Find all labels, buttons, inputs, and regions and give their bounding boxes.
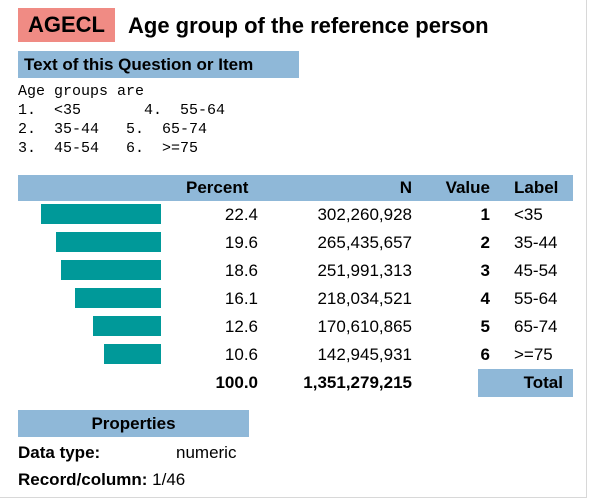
percent-cell: 16.1	[224, 289, 258, 308]
question-text-line: 3. 45-54 6. >=75	[18, 140, 199, 157]
percent-bar	[61, 260, 161, 280]
record-column-value: 1/46	[152, 470, 186, 489]
n-cell: 218,034,521	[317, 289, 412, 308]
properties-header: Properties	[18, 410, 249, 437]
label-cell: >=75	[514, 345, 553, 364]
record-column-label: Record/column:	[18, 470, 148, 489]
total-n: 1,351,279,215	[303, 373, 412, 392]
table-row: 12.6 170,610,865 5 65-74	[18, 313, 573, 341]
n-cell: 170,610,865	[317, 317, 412, 336]
percent-bar	[41, 204, 161, 224]
percent-cell: 22.4	[224, 205, 258, 224]
percent-bar	[75, 288, 161, 308]
label-column-header: Label	[514, 178, 559, 197]
value-cell: 6	[480, 345, 490, 364]
total-row: 100.0 1,351,279,215	[18, 369, 573, 397]
data-type-label: Data type:	[18, 443, 101, 462]
percent-bar	[56, 232, 161, 252]
table-row: 22.4 302,260,928 1 <35	[18, 201, 573, 229]
table-row: 16.1 218,034,521 4 55-64	[18, 285, 573, 313]
question-text-line: Age groups are	[18, 83, 145, 100]
table-row: 10.6 142,945,931 6 >=75	[18, 341, 573, 369]
n-cell: 265,435,657	[317, 233, 412, 252]
variable-title: Age group of the reference person	[128, 13, 489, 38]
n-cell: 302,260,928	[317, 205, 412, 224]
question-text: Age groups are 1. <35 4. 55-64 2. 35-44 …	[18, 82, 225, 158]
percent-cell: 12.6	[224, 317, 258, 336]
percent-column-header: Percent	[186, 178, 249, 197]
total-label: Total	[478, 369, 573, 397]
n-cell: 251,991,313	[317, 261, 412, 280]
label-cell: 55-64	[514, 289, 558, 308]
label-cell: 45-54	[514, 261, 558, 280]
value-cell: 5	[480, 317, 490, 336]
question-text-line: 1. <35 4. 55-64	[18, 102, 226, 119]
percent-cell: 19.6	[224, 233, 258, 252]
value-cell: 3	[480, 261, 490, 280]
label-cell: 35-44	[514, 233, 558, 252]
total-percent: 100.0	[215, 373, 258, 392]
label-cell: <35	[514, 205, 543, 224]
question-text-header: Text of this Question or Item	[18, 51, 299, 78]
value-cell: 1	[480, 205, 490, 224]
table-row: 19.6 265,435,657 2 35-44	[18, 229, 573, 257]
data-type-line: Data type: numeric	[18, 441, 236, 465]
label-cell: 65-74	[514, 317, 558, 336]
n-cell: 142,945,931	[317, 345, 412, 364]
value-cell: 4	[480, 289, 490, 308]
question-text-line: 2. 35-44 5. 65-74	[18, 121, 208, 138]
record-column-line: Record/column: 1/46	[18, 468, 185, 492]
data-type-value: numeric	[176, 443, 237, 462]
variable-name-badge: AGECL	[18, 8, 115, 42]
table-row: 18.6 251,991,313 3 45-54	[18, 257, 573, 285]
percent-bar	[93, 316, 161, 336]
n-column-header: N	[399, 178, 412, 197]
value-column-header: Value	[445, 178, 490, 197]
percent-cell: 18.6	[224, 261, 258, 280]
percent-cell: 10.6	[224, 345, 258, 364]
frequency-table-header: Percent N Value Label	[18, 175, 573, 201]
value-cell: 2	[480, 233, 490, 252]
percent-bar	[104, 344, 161, 364]
